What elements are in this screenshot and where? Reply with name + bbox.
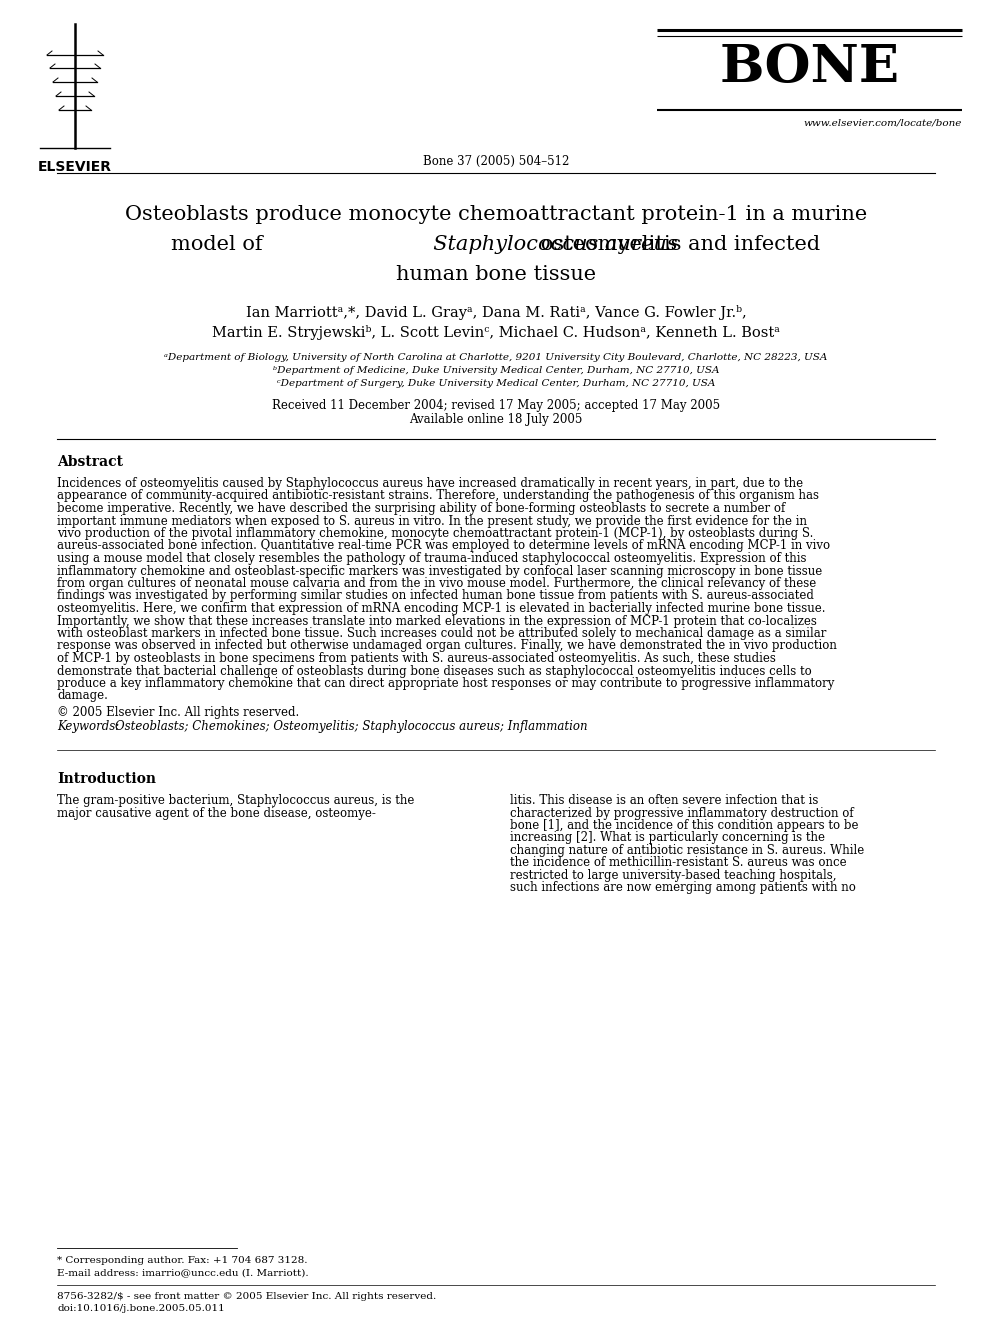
Text: Keywords:: Keywords: [57,720,123,733]
Text: Martin E. Stryjewskiᵇ, L. Scott Levinᶜ, Michael C. Hudsonᵃ, Kenneth L. Bostᵃ: Martin E. Stryjewskiᵇ, L. Scott Levinᶜ, … [212,325,780,340]
Text: Ian Marriottᵃ,*, David L. Grayᵃ, Dana M. Ratiᵃ, Vance G. Fowler Jr.ᵇ,: Ian Marriottᵃ,*, David L. Grayᵃ, Dana M.… [246,306,746,320]
Text: Osteoblasts; Chemokines; Osteomyelitis; Staphylococcus aureus; Inflammation: Osteoblasts; Chemokines; Osteomyelitis; … [115,720,587,733]
Text: Osteoblasts produce monocyte chemoattractant protein-1 in a murine: Osteoblasts produce monocyte chemoattrac… [125,205,867,224]
Text: © 2005 Elsevier Inc. All rights reserved.: © 2005 Elsevier Inc. All rights reserved… [57,706,300,718]
Text: BONE: BONE [720,42,900,93]
Text: such infections are now emerging among patients with no: such infections are now emerging among p… [510,881,856,894]
Text: aureus-associated bone infection. Quantitative real-time PCR was employed to det: aureus-associated bone infection. Quanti… [57,540,830,553]
Text: doi:10.1016/j.bone.2005.05.011: doi:10.1016/j.bone.2005.05.011 [57,1304,225,1312]
Text: ᵇDepartment of Medicine, Duke University Medical Center, Durham, NC 27710, USA: ᵇDepartment of Medicine, Duke University… [273,366,719,374]
Text: Importantly, we show that these increases translate into marked elevations in th: Importantly, we show that these increase… [57,614,816,627]
Text: ELSEVIER: ELSEVIER [38,160,112,175]
Text: the incidence of methicillin-resistant S. aureus was once: the incidence of methicillin-resistant S… [510,856,846,869]
Text: Received 11 December 2004; revised 17 May 2005; accepted 17 May 2005: Received 11 December 2004; revised 17 Ma… [272,400,720,411]
Text: of MCP-1 by osteoblasts in bone specimens from patients with S. aureus-associate: of MCP-1 by osteoblasts in bone specimen… [57,652,776,665]
Text: 8756-3282/$ - see front matter © 2005 Elsevier Inc. All rights reserved.: 8756-3282/$ - see front matter © 2005 El… [57,1293,436,1301]
Text: become imperative. Recently, we have described the surprising ability of bone-fo: become imperative. Recently, we have des… [57,501,786,515]
Text: response was observed in infected but otherwise undamaged organ cultures. Finall: response was observed in infected but ot… [57,639,837,652]
Text: findings was investigated by performing similar studies on infected human bone t: findings was investigated by performing … [57,590,813,602]
Text: appearance of community-acquired antibiotic-resistant strains. Therefore, unders: appearance of community-acquired antibio… [57,490,819,503]
Text: using a mouse model that closely resembles the pathology of trauma-induced staph: using a mouse model that closely resembl… [57,552,806,565]
Text: ᶜDepartment of Surgery, Duke University Medical Center, Durham, NC 27710, USA: ᶜDepartment of Surgery, Duke University … [277,378,715,388]
Text: * Corresponding author. Fax: +1 704 687 3128.: * Corresponding author. Fax: +1 704 687 … [57,1256,308,1265]
Text: E-mail address: imarrio@uncc.edu (I. Marriott).: E-mail address: imarrio@uncc.edu (I. Mar… [57,1267,309,1277]
Text: produce a key inflammatory chemokine that can direct appropriate host responses : produce a key inflammatory chemokine tha… [57,677,834,691]
Text: model of                                          osteomyelitis and infected: model of osteomyelitis and infected [172,235,820,254]
Text: from organ cultures of neonatal mouse calvaria and from the in vivo mouse model.: from organ cultures of neonatal mouse ca… [57,577,816,590]
Text: changing nature of antibiotic resistance in S. aureus. While: changing nature of antibiotic resistance… [510,844,864,857]
Text: Incidences of osteomyelitis caused by Staphylococcus aureus have increased drama: Incidences of osteomyelitis caused by St… [57,478,804,490]
Text: Staphylococcus aureus: Staphylococcus aureus [314,235,678,254]
Text: restricted to large university-based teaching hospitals,: restricted to large university-based tea… [510,869,836,882]
Text: characterized by progressive inflammatory destruction of: characterized by progressive inflammator… [510,807,854,819]
Text: Bone 37 (2005) 504–512: Bone 37 (2005) 504–512 [423,155,569,168]
Text: Available online 18 July 2005: Available online 18 July 2005 [410,413,582,426]
Text: www.elsevier.com/locate/bone: www.elsevier.com/locate/bone [804,118,962,127]
Text: bone [1], and the incidence of this condition appears to be: bone [1], and the incidence of this cond… [510,819,858,832]
Text: The gram-positive bacterium, Staphylococcus aureus, is the: The gram-positive bacterium, Staphylococ… [57,794,415,807]
Text: increasing [2]. What is particularly concerning is the: increasing [2]. What is particularly con… [510,831,825,844]
Text: with osteoblast markers in infected bone tissue. Such increases could not be att: with osteoblast markers in infected bone… [57,627,826,640]
Text: major causative agent of the bone disease, osteomye-: major causative agent of the bone diseas… [57,807,376,819]
Text: human bone tissue: human bone tissue [396,265,596,284]
Text: damage.: damage. [57,689,108,703]
Text: Introduction: Introduction [57,773,156,786]
Text: ᵃDepartment of Biology, University of North Carolina at Charlotte, 9201 Universi: ᵃDepartment of Biology, University of No… [165,353,827,363]
Text: vivo production of the pivotal inflammatory chemokine, monocyte chemoattractant : vivo production of the pivotal inflammat… [57,527,813,540]
Text: Abstract: Abstract [57,455,123,468]
Text: inflammatory chemokine and osteoblast-specific markers was investigated by confo: inflammatory chemokine and osteoblast-sp… [57,565,822,578]
Text: important immune mediators when exposed to S. aureus in vitro. In the present st: important immune mediators when exposed … [57,515,807,528]
Text: osteomyelitis. Here, we confirm that expression of mRNA encoding MCP-1 is elevat: osteomyelitis. Here, we confirm that exp… [57,602,825,615]
Text: demonstrate that bacterial challenge of osteoblasts during bone diseases such as: demonstrate that bacterial challenge of … [57,664,811,677]
Text: litis. This disease is an often severe infection that is: litis. This disease is an often severe i… [510,794,818,807]
